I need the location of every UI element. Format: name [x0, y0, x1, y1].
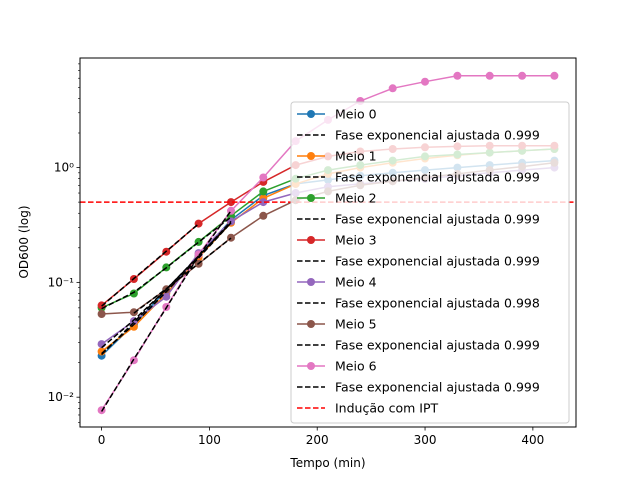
legend-item: Fase exponencial ajustada 0.998 [297, 296, 540, 311]
legend-label: Indução com IPT [335, 401, 439, 416]
data-point-meio-5 [259, 211, 268, 220]
legend-swatch-marker [307, 110, 315, 118]
legend-label: Meio 6 [335, 359, 377, 374]
legend-label: Fase exponencial ajustada 0.999 [335, 170, 540, 185]
data-point-meio-6 [453, 71, 462, 80]
legend-label: Fase exponencial ajustada 0.999 [335, 254, 540, 269]
legend-item: Meio 1 [297, 149, 377, 164]
x-tick-label: 300 [414, 433, 437, 447]
x-tick-label: 0 [98, 433, 106, 447]
legend-label: Meio 5 [335, 317, 377, 332]
data-point-meio-5 [227, 233, 235, 242]
legend-box [290, 101, 570, 424]
data-point-meio-6 [485, 71, 494, 80]
fit-line-meio-3 [101, 223, 200, 307]
legend-label: Fase exponencial ajustada 0.999 [335, 212, 540, 227]
data-point-meio-3 [227, 198, 235, 207]
data-point-meio-4 [162, 292, 171, 301]
legend-item: Meio 2 [297, 191, 377, 206]
legend-item: Fase exponencial ajustada 0.999 [297, 128, 540, 143]
legend-swatch-marker [307, 194, 315, 202]
data-point-meio-4 [259, 198, 268, 207]
data-point-meio-5 [97, 310, 106, 318]
legend-label: Meio 0 [335, 107, 377, 122]
legend-item: Fase exponencial ajustada 0.999 [297, 380, 540, 395]
y-tick-label: 10⁻¹ [48, 275, 75, 289]
data-point-meio-6 [518, 71, 527, 80]
x-tick-label: 100 [198, 433, 221, 447]
legend-item: Indução com IPT [297, 401, 439, 416]
x-tick-label: 400 [521, 433, 544, 447]
legend-swatch-marker [307, 362, 315, 370]
data-point-meio-6 [550, 71, 559, 80]
fit-line-meio-2 [101, 216, 232, 310]
legend-label: Fase exponencial ajustada 0.999 [335, 380, 540, 395]
legend-label: Fase exponencial ajustada 0.998 [335, 296, 540, 311]
legend-label: Meio 2 [335, 191, 377, 206]
legend-item: Meio 3 [297, 233, 377, 248]
legend-swatch-marker [307, 152, 315, 160]
legend-item: Fase exponencial ajustada 0.999 [297, 254, 540, 269]
fit-line-meio-6 [100, 210, 232, 412]
legend-label: Meio 4 [335, 275, 377, 290]
legend-item: Fase exponencial ajustada 0.999 [297, 212, 540, 227]
data-point-meio-2 [259, 187, 268, 196]
y-tick-label: 10⁻² [48, 390, 75, 404]
legend-item: Meio 5 [297, 317, 377, 332]
axes: 0 100 200 300 400 10⁻² 10⁻¹ 10⁰ [48, 63, 544, 447]
plot-frame [79, 57, 577, 428]
legend-item: Fase exponencial ajustada 0.999 [297, 170, 540, 185]
legend: Meio 0 Fase exponencial ajustada 0.999 Mei… [290, 101, 570, 424]
legend-item: Fase exponencial ajustada 0.999 [297, 338, 540, 353]
y-tick-label: 10⁰ [54, 161, 74, 175]
legend-item: Meio 4 [297, 275, 377, 290]
legend-label: Fase exponencial ajustada 0.999 [335, 338, 540, 353]
fit-line-meio-5 [133, 237, 232, 314]
data-point-meio-2 [129, 289, 138, 298]
y-axis-label: OD600 (log) [17, 205, 31, 278]
legend-swatch-marker [307, 278, 315, 286]
legend-label: Meio 1 [335, 149, 377, 164]
legend-item: Meio 0 [297, 107, 377, 122]
data-point-meio-6 [259, 173, 268, 182]
x-axis-label: Tempo (min) [289, 456, 365, 470]
data-point-meio-6 [421, 77, 429, 86]
x-tick-label: 200 [306, 433, 329, 447]
fit-line-meio-1 [101, 222, 232, 355]
data-point-meio-6 [388, 84, 397, 93]
legend-swatch-marker [307, 320, 315, 328]
legend-swatch-marker [307, 236, 315, 244]
legend-item: Meio 6 [297, 359, 377, 374]
legend-label: Fase exponencial ajustada 0.999 [335, 128, 540, 143]
fit-line-meio-4 [101, 222, 232, 349]
legend-label: Meio 3 [335, 233, 377, 248]
